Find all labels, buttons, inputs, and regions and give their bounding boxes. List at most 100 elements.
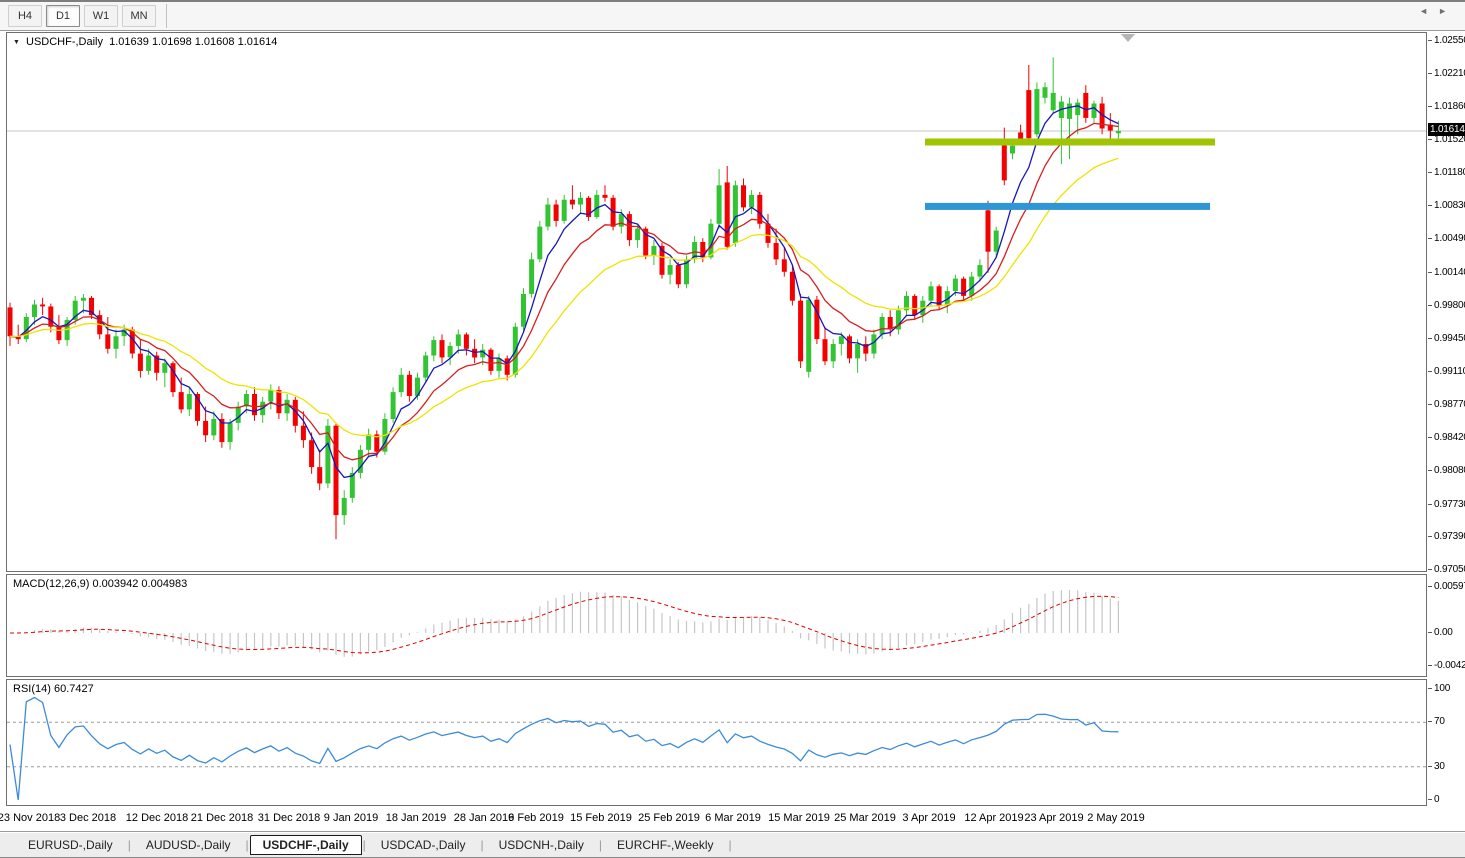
chart-tab-audusd[interactable]: AUDUSD-,Daily	[145, 838, 231, 852]
scale-tick	[1428, 688, 1432, 689]
scale-tick	[1428, 437, 1432, 439]
scale-tick	[1428, 664, 1432, 666]
tab-separator: |	[127, 838, 131, 852]
rsi-chart[interactable]	[7, 680, 1426, 805]
timeframe-button-w1[interactable]: W1	[84, 5, 118, 27]
date-axis-label: 3 Apr 2019	[902, 812, 956, 824]
date-axis-label: 23 Nov 2018	[0, 812, 61, 824]
tab-scroll-left-icon[interactable]: ◄	[1419, 6, 1439, 16]
rsi-legend: RSI(14) 60.7427	[13, 683, 94, 695]
scale-tick	[1428, 403, 1432, 405]
scale-tick	[1428, 370, 1432, 372]
date-axis-label: 25 Mar 2019	[834, 812, 896, 824]
tab-separator: |	[598, 838, 603, 852]
scale-tick	[1428, 304, 1432, 306]
date-axis-label: 23 Apr 2019	[1024, 812, 1084, 824]
price-axis-label: 1.00830	[1434, 200, 1465, 212]
date-axis-label: 12 Apr 2019	[964, 812, 1024, 824]
date-axis-label: 31 Dec 2018	[257, 812, 321, 824]
collapse-triangle-icon[interactable]: ▼	[13, 39, 20, 46]
macd-axis-label: 0.00	[1434, 627, 1453, 638]
macd-axis-label: 0.00597	[1434, 581, 1465, 593]
date-axis-label: 28 Jan 2019	[453, 812, 515, 824]
date-axis-label: 12 Dec 2018	[125, 812, 189, 824]
macd-axis-label: -0.004243	[1434, 659, 1465, 671]
scale-tick	[1428, 106, 1432, 108]
rsi-axis-label: 30	[1434, 760, 1445, 772]
date-axis-label: 6 Mar 2019	[705, 812, 761, 824]
rsi-axis-label: 0	[1434, 794, 1440, 805]
current-price-tag: 1.01614	[1428, 123, 1465, 136]
rsi-indicator-pane[interactable]: RSI(14) 60.7427	[6, 679, 1427, 806]
timeframe-toolbar: H4 D1 W1 MN	[0, 0, 1465, 31]
scale-tick	[1428, 72, 1432, 74]
scale-tick	[1428, 536, 1432, 538]
tab-separator: |	[362, 838, 366, 852]
rsi-axis-label: 70	[1434, 716, 1445, 728]
scale-tick	[1428, 40, 1432, 41]
date-axis: 23 Nov 2018 3 Dec 2018 12 Dec 2018 21 Dec 2…	[0, 806, 1427, 832]
tab-separator: |	[245, 838, 249, 852]
price-axis-label: 1.02210	[1434, 67, 1465, 79]
chart-tab-usdcnh[interactable]: USDCNH-,Daily	[498, 838, 584, 852]
scale-tick	[1428, 799, 1432, 800]
timeframe-button-d1[interactable]: D1	[46, 5, 80, 27]
date-axis-label: 18 Jan 2019	[385, 812, 447, 824]
price-axis-label: 0.99110	[1434, 365, 1465, 377]
rsi-axis-label: 100	[1434, 683, 1451, 694]
symbol-label: USDCHF-,Daily	[26, 36, 103, 48]
chart-tab-eurusd[interactable]: EURUSD-,Daily	[28, 838, 113, 852]
scale-tick	[1428, 503, 1432, 505]
price-axis-label: 1.01180	[1434, 166, 1465, 178]
ohlc-values: 1.01639 1.01698 1.01608 1.01614	[109, 36, 278, 48]
price-axis-label: 1.01520	[1434, 134, 1465, 146]
chart-tab-eurchf[interactable]: EURCHF-,Weekly	[617, 838, 714, 852]
tab-separator: |	[480, 838, 484, 852]
price-axis-label: 1.00490	[1434, 233, 1465, 245]
scale-tick	[1428, 721, 1432, 723]
price-axis-label: 1.01860	[1434, 101, 1465, 113]
scale-tick	[1428, 271, 1432, 273]
timeframe-button-h4[interactable]: H4	[8, 5, 42, 27]
price-chart-pane[interactable]: ▼ USDCHF-,Daily 1.01639 1.01698 1.01608 …	[6, 32, 1427, 572]
tab-scroll-right-icon[interactable]: ►	[1438, 6, 1457, 16]
chart-tab-usdchf[interactable]: USDCHF-,Daily	[249, 835, 362, 855]
date-axis-label: 15 Feb 2019	[570, 812, 632, 824]
macd-legend: MACD(12,26,9) 0.003942 0.004983	[13, 578, 188, 590]
macd-chart[interactable]	[7, 575, 1426, 676]
date-axis-label: 6 Feb 2019	[508, 812, 564, 824]
tab-scroll-arrows: ◄►	[1419, 6, 1457, 16]
scale-tick	[1428, 238, 1432, 240]
price-axis-label: 1.02550	[1434, 35, 1465, 46]
date-axis-label: 9 Jan 2019	[323, 812, 379, 824]
macd-indicator-pane[interactable]: MACD(12,26,9) 0.003942 0.004983	[6, 574, 1427, 677]
scale-tick	[1428, 632, 1432, 633]
scale-tick	[1428, 586, 1432, 588]
scale-tick	[1428, 569, 1432, 570]
scale-tick	[1428, 765, 1432, 767]
timeframe-button-mn[interactable]: MN	[122, 5, 156, 27]
candlestick-chart[interactable]	[7, 33, 1426, 571]
date-axis-label: 21 Dec 2018	[190, 812, 254, 824]
scale-tick	[1428, 469, 1432, 471]
toolbar-separator	[166, 4, 167, 28]
scale-tick	[1428, 205, 1432, 207]
chart-tab-bar: EURUSD-,Daily | AUDUSD-,Daily | USDCHF-,Dail…	[0, 832, 1465, 858]
scale-tick	[1428, 139, 1432, 141]
date-axis-label: 3 Dec 2018	[59, 812, 117, 824]
date-axis-label: 25 Feb 2019	[638, 812, 700, 824]
date-axis-label: 2 May 2019	[1087, 812, 1145, 824]
chart-tab-usdcad[interactable]: USDCAD-,Daily	[380, 838, 466, 852]
date-axis-label: 15 Mar 2019	[768, 812, 830, 824]
tab-separator: |	[728, 838, 732, 852]
chart-legend: ▼ USDCHF-,Daily 1.01639 1.01698 1.01608 …	[13, 36, 277, 48]
